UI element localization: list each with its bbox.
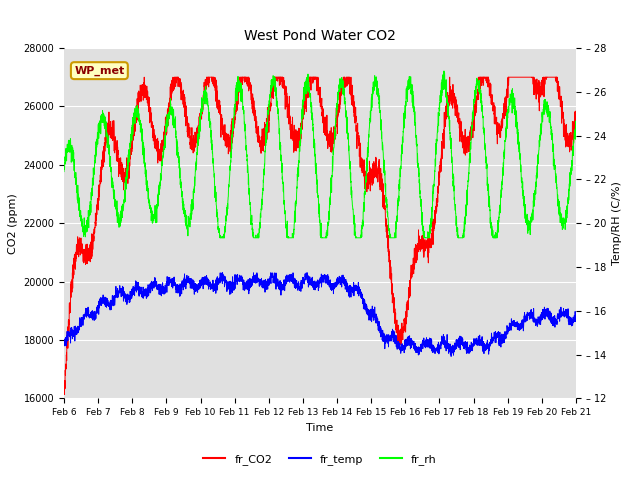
Title: West Pond Water CO2: West Pond Water CO2	[244, 29, 396, 43]
Text: WP_met: WP_met	[74, 66, 125, 76]
Y-axis label: Temp/RH (C/%): Temp/RH (C/%)	[612, 181, 622, 265]
X-axis label: Time: Time	[307, 423, 333, 432]
Y-axis label: CO2 (ppm): CO2 (ppm)	[8, 193, 18, 253]
Legend: fr_CO2, fr_temp, fr_rh: fr_CO2, fr_temp, fr_rh	[199, 450, 441, 469]
